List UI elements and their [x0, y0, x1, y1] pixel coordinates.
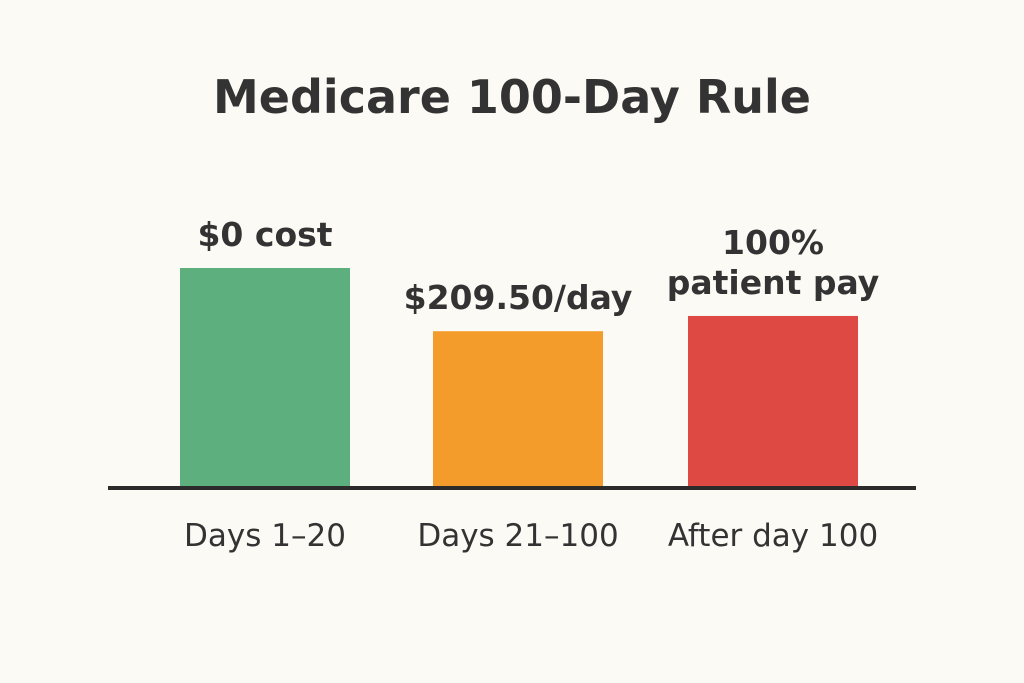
chart-title: Medicare 100-Day Rule: [213, 70, 811, 124]
bar-2: [433, 331, 603, 486]
x-tick-label-1: Days 1–20: [184, 518, 346, 554]
x-tick-label-3: After day 100: [668, 518, 878, 554]
bar-3: [688, 315, 858, 486]
tick-labels-group: Days 1–20 Days 21–100 After day 100: [184, 518, 878, 554]
x-tick-label-2: Days 21–100: [417, 518, 618, 554]
data-label-3-line-2: patient pay: [667, 263, 880, 302]
data-label-2-line-1: $209.50/day: [404, 278, 633, 317]
bars-group: [180, 268, 858, 486]
bar-1: [180, 268, 350, 486]
data-labels-group: $0 cost $209.50/day 100%patient pay: [197, 215, 879, 317]
data-label-3-line-1: 100%: [722, 223, 824, 262]
data-label-1-line-1: $0 cost: [197, 215, 332, 254]
